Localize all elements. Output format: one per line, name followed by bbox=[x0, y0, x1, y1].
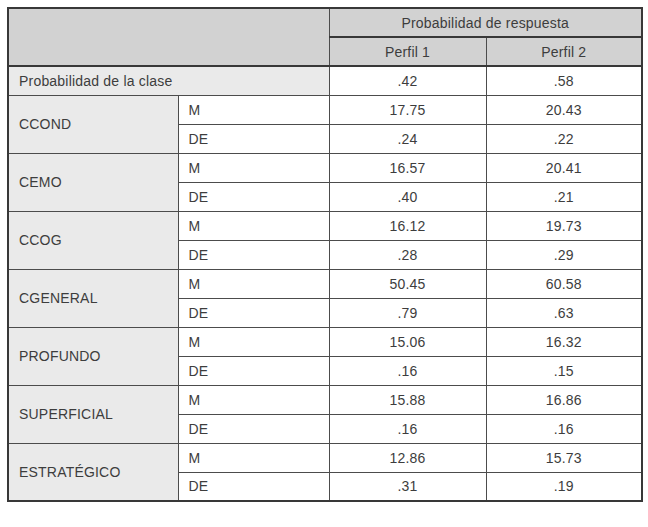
value-cell: 15.73 bbox=[486, 443, 642, 472]
table-row: CCOG M 16.12 19.73 bbox=[8, 211, 642, 240]
value-cell: 12.86 bbox=[329, 443, 486, 472]
table-row: PROFUNDO M 15.06 16.32 bbox=[8, 327, 642, 356]
header-group-label: Probabilidad de respuesta bbox=[329, 8, 642, 37]
value-cell: .19 bbox=[486, 472, 642, 501]
header-perfil-1: Perfil 1 bbox=[329, 37, 486, 66]
value-cell: 17.75 bbox=[329, 95, 486, 124]
table-row: CEMO M 16.57 20.41 bbox=[8, 153, 642, 182]
header-perfil-2: Perfil 2 bbox=[486, 37, 642, 66]
value-cell: .58 bbox=[486, 66, 642, 95]
value-cell: 16.57 bbox=[329, 153, 486, 182]
variable-label: SUPERFICIAL bbox=[8, 385, 178, 443]
variable-label: CGENERAL bbox=[8, 269, 178, 327]
stat-label: M bbox=[178, 443, 329, 472]
value-cell: 20.41 bbox=[486, 153, 642, 182]
table-row: CGENERAL M 50.45 60.58 bbox=[8, 269, 642, 298]
value-cell: 20.43 bbox=[486, 95, 642, 124]
value-cell: .79 bbox=[329, 298, 486, 327]
stat-label: DE bbox=[178, 356, 329, 385]
value-cell: .21 bbox=[486, 182, 642, 211]
table-row: ESTRATÉGICO M 12.86 15.73 bbox=[8, 443, 642, 472]
table-row: SUPERFICIAL M 15.88 16.86 bbox=[8, 385, 642, 414]
class-probability-label: Probabilidad de la clase bbox=[8, 66, 329, 95]
value-cell: .16 bbox=[486, 414, 642, 443]
stat-label: M bbox=[178, 153, 329, 182]
variable-label: ESTRATÉGICO bbox=[8, 443, 178, 501]
value-cell: 60.58 bbox=[486, 269, 642, 298]
value-cell: 19.73 bbox=[486, 211, 642, 240]
value-cell: .16 bbox=[329, 356, 486, 385]
stat-label: M bbox=[178, 95, 329, 124]
stat-label: M bbox=[178, 269, 329, 298]
page: Probabilidad de respuesta Perfil 1 Perfi… bbox=[0, 0, 648, 509]
table-row: CCOND M 17.75 20.43 bbox=[8, 95, 642, 124]
value-cell: .42 bbox=[329, 66, 486, 95]
profile-probability-table: Probabilidad de respuesta Perfil 1 Perfi… bbox=[7, 7, 643, 502]
value-cell: .40 bbox=[329, 182, 486, 211]
variable-label: CCOG bbox=[8, 211, 178, 269]
stat-label: DE bbox=[178, 298, 329, 327]
stat-label: M bbox=[178, 385, 329, 414]
value-cell: .22 bbox=[486, 124, 642, 153]
value-cell: .31 bbox=[329, 472, 486, 501]
stat-label: DE bbox=[178, 472, 329, 501]
value-cell: 16.32 bbox=[486, 327, 642, 356]
stat-label: DE bbox=[178, 124, 329, 153]
stat-label: DE bbox=[178, 240, 329, 269]
header-row-group: Probabilidad de respuesta bbox=[8, 8, 642, 37]
variable-label: CCOND bbox=[8, 95, 178, 153]
value-cell: .16 bbox=[329, 414, 486, 443]
header-corner-cell bbox=[8, 8, 329, 66]
class-probability-row: Probabilidad de la clase .42 .58 bbox=[8, 66, 642, 95]
value-cell: 16.86 bbox=[486, 385, 642, 414]
value-cell: .63 bbox=[486, 298, 642, 327]
stat-label: M bbox=[178, 211, 329, 240]
value-cell: .24 bbox=[329, 124, 486, 153]
stat-label: DE bbox=[178, 414, 329, 443]
value-cell: .15 bbox=[486, 356, 642, 385]
stat-label: DE bbox=[178, 182, 329, 211]
value-cell: 50.45 bbox=[329, 269, 486, 298]
value-cell: .28 bbox=[329, 240, 486, 269]
value-cell: .29 bbox=[486, 240, 642, 269]
variable-label: PROFUNDO bbox=[8, 327, 178, 385]
value-cell: 15.88 bbox=[329, 385, 486, 414]
variable-label: CEMO bbox=[8, 153, 178, 211]
value-cell: 15.06 bbox=[329, 327, 486, 356]
value-cell: 16.12 bbox=[329, 211, 486, 240]
stat-label: M bbox=[178, 327, 329, 356]
